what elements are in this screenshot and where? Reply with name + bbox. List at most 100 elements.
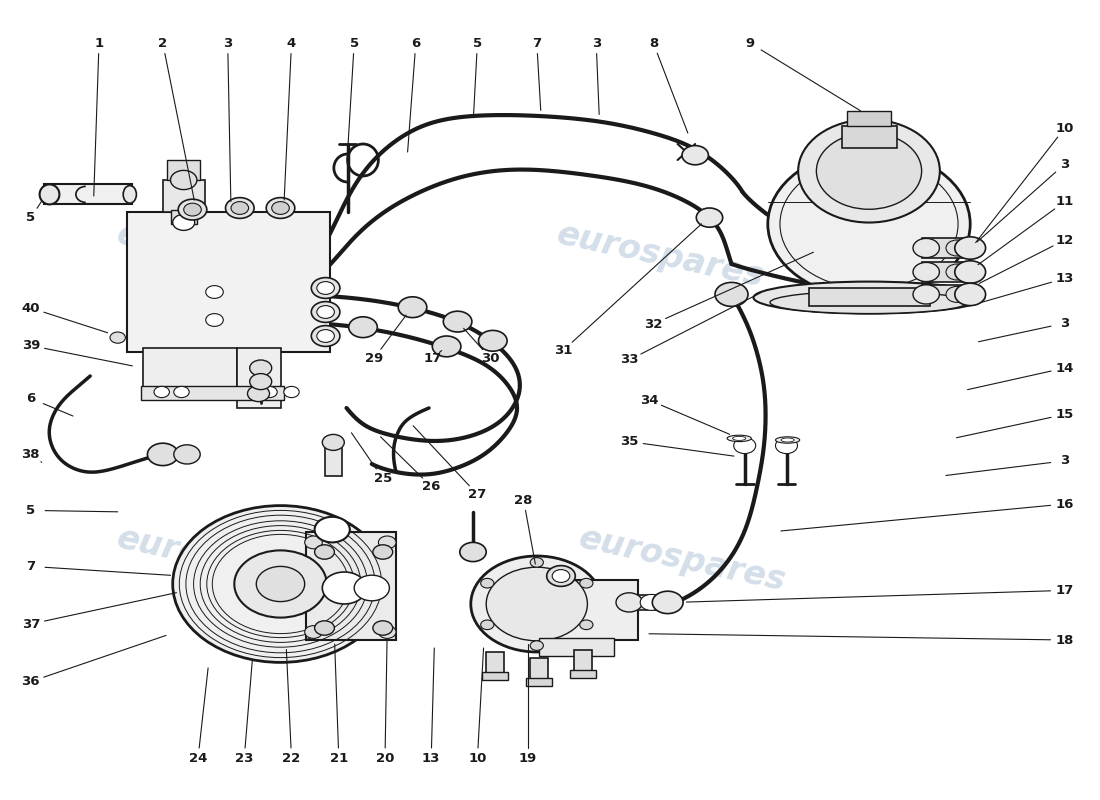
Circle shape (110, 332, 125, 343)
Circle shape (913, 285, 939, 304)
Circle shape (206, 286, 223, 298)
Circle shape (946, 264, 968, 280)
Circle shape (530, 558, 543, 567)
Circle shape (311, 302, 340, 322)
Circle shape (682, 146, 708, 165)
Circle shape (913, 262, 939, 282)
Circle shape (354, 575, 389, 601)
Circle shape (250, 360, 272, 376)
Text: 1: 1 (95, 37, 103, 50)
Circle shape (311, 278, 340, 298)
Circle shape (305, 536, 322, 549)
Text: 27: 27 (469, 488, 486, 501)
Text: 11: 11 (1056, 195, 1074, 208)
Circle shape (226, 198, 254, 218)
Bar (44, 184, 132, 204)
Text: 3: 3 (1060, 317, 1069, 330)
Ellipse shape (776, 437, 800, 443)
Text: 5: 5 (26, 504, 35, 517)
Ellipse shape (754, 282, 985, 314)
Bar (482, 672, 508, 680)
Circle shape (734, 438, 756, 454)
Circle shape (946, 240, 968, 256)
Circle shape (443, 311, 472, 332)
Text: 38: 38 (22, 448, 40, 461)
Ellipse shape (733, 437, 746, 440)
Circle shape (715, 282, 748, 306)
Text: 8: 8 (649, 37, 658, 50)
Text: 37: 37 (22, 618, 40, 630)
Text: 20: 20 (376, 752, 394, 765)
Text: 22: 22 (283, 752, 300, 765)
Text: 31: 31 (554, 344, 572, 357)
Circle shape (147, 443, 178, 466)
Circle shape (317, 306, 334, 318)
Circle shape (373, 545, 393, 559)
Circle shape (816, 133, 922, 210)
Text: 17: 17 (424, 352, 441, 365)
Bar (847, 111, 891, 126)
Bar (530, 658, 548, 680)
Text: eurospares: eurospares (113, 522, 327, 598)
Text: 35: 35 (620, 435, 638, 448)
Text: 36: 36 (22, 675, 40, 688)
Circle shape (315, 517, 350, 542)
Circle shape (776, 438, 798, 454)
Circle shape (378, 626, 396, 638)
Bar (324, 442, 342, 476)
Text: 29: 29 (365, 352, 383, 365)
Circle shape (311, 326, 340, 346)
Text: 30: 30 (482, 352, 499, 365)
Bar (627, 595, 676, 610)
Circle shape (272, 202, 289, 214)
Circle shape (955, 283, 986, 306)
Bar (526, 678, 552, 686)
Text: 40: 40 (22, 302, 40, 314)
Text: 14: 14 (1056, 362, 1074, 374)
Bar (922, 238, 971, 258)
Bar (570, 670, 596, 678)
Circle shape (154, 386, 169, 398)
Circle shape (432, 336, 461, 357)
Text: 9: 9 (746, 37, 755, 50)
Text: 10: 10 (469, 752, 486, 765)
Circle shape (248, 386, 270, 402)
Circle shape (315, 621, 334, 635)
Text: 5: 5 (26, 211, 35, 224)
Ellipse shape (40, 184, 59, 204)
Text: 21: 21 (330, 752, 348, 765)
Circle shape (478, 330, 507, 351)
Circle shape (173, 506, 388, 662)
Text: 7: 7 (26, 560, 35, 573)
Text: 16: 16 (1056, 498, 1074, 510)
Circle shape (262, 386, 277, 398)
Text: 3: 3 (1060, 454, 1069, 467)
Circle shape (378, 536, 396, 549)
Circle shape (946, 286, 968, 302)
Circle shape (640, 594, 662, 610)
Circle shape (170, 170, 197, 190)
Bar (170, 210, 197, 224)
Circle shape (780, 159, 958, 289)
Circle shape (231, 202, 249, 214)
Circle shape (486, 567, 587, 641)
Circle shape (184, 203, 201, 216)
Text: 3: 3 (592, 37, 601, 50)
Circle shape (696, 208, 723, 227)
Circle shape (266, 198, 295, 218)
Text: 23: 23 (235, 752, 253, 765)
Circle shape (580, 620, 593, 630)
Text: 19: 19 (519, 752, 537, 765)
Bar (539, 580, 638, 640)
Circle shape (547, 566, 575, 586)
Circle shape (173, 214, 195, 230)
Circle shape (652, 591, 683, 614)
Bar (808, 288, 930, 306)
Circle shape (373, 621, 393, 635)
Bar (486, 652, 504, 674)
Bar (306, 532, 396, 640)
Circle shape (481, 578, 494, 588)
Circle shape (460, 542, 486, 562)
Text: 5: 5 (350, 37, 359, 50)
Bar (922, 285, 971, 304)
